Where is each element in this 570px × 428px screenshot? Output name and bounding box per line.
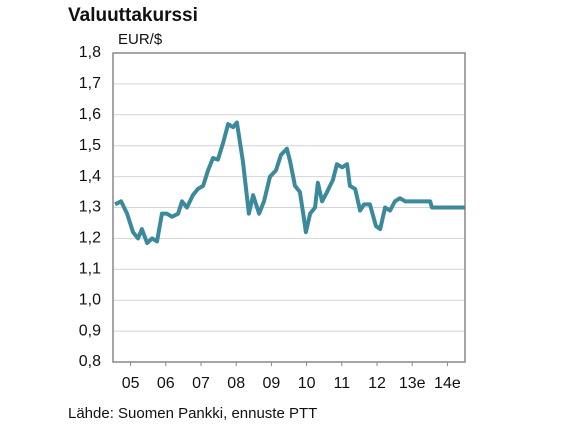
x-tick-label: 05	[122, 375, 140, 392]
x-tick-label: 12	[368, 375, 386, 392]
x-tick-label: 14e	[434, 375, 461, 392]
x-tick-label: 10	[298, 375, 316, 392]
y-tick-label: 1,3	[79, 199, 101, 216]
y-tick-label: 1,6	[79, 106, 101, 123]
y-tick-label: 1,0	[79, 291, 101, 308]
y-tick-label: 1,8	[79, 44, 101, 61]
y-tick-label: 1,7	[79, 75, 101, 92]
y-tick-label: 1,1	[79, 261, 101, 278]
y-tick-label: 1,5	[79, 137, 101, 154]
y-tick-label: 1,4	[79, 168, 101, 185]
x-tick-label: 06	[157, 375, 175, 392]
x-tick-label: 09	[263, 375, 281, 392]
x-tick-label: 07	[192, 375, 210, 392]
x-tick-label: 08	[227, 375, 245, 392]
chart-title: Valuuttakurssi	[68, 5, 198, 26]
x-tick-label: 13e	[399, 375, 426, 392]
y-tick-label: 0,8	[79, 353, 101, 370]
line-series	[114, 120, 465, 246]
y-tick-label: 1,2	[79, 230, 101, 247]
source: Lähde: Suomen Pankki, ennuste PTT	[68, 405, 317, 422]
y-axis-label: EUR/$	[118, 31, 163, 48]
y-tick-label: 0,9	[79, 322, 101, 339]
x-tick-label: 11	[333, 375, 350, 392]
